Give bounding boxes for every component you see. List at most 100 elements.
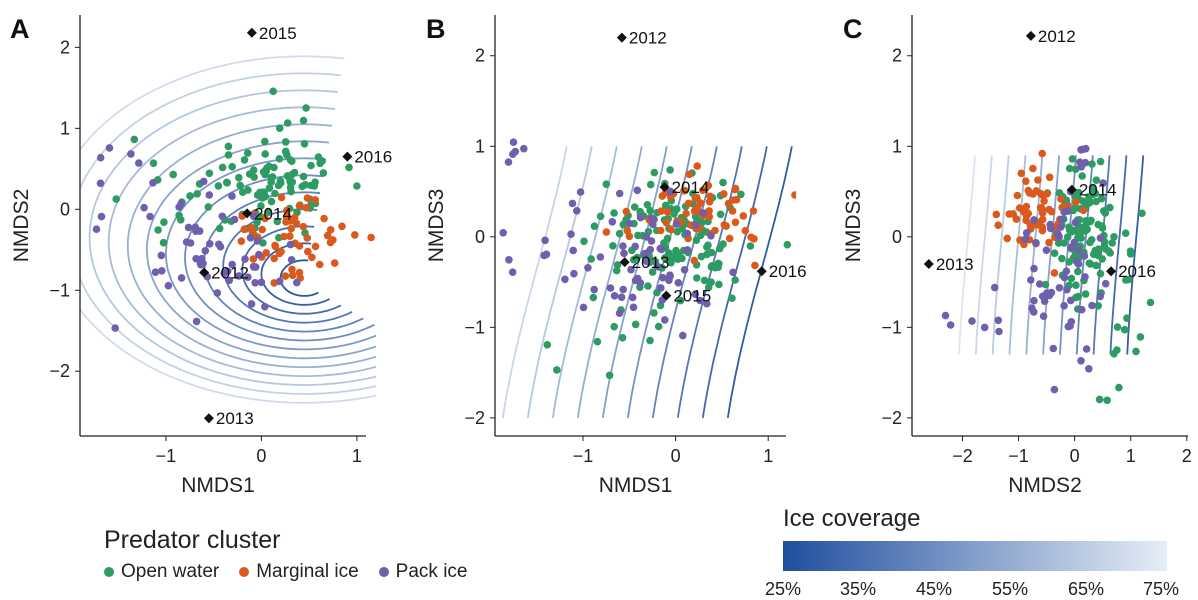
contour-line bbox=[975, 155, 993, 355]
predator-point bbox=[1055, 189, 1064, 197]
predator-point bbox=[111, 324, 119, 332]
predator-point bbox=[633, 253, 641, 262]
predator-point bbox=[149, 159, 158, 167]
predator-point bbox=[307, 161, 315, 170]
predator-point bbox=[1085, 365, 1093, 373]
predator-point bbox=[215, 224, 224, 233]
predator-point bbox=[667, 258, 675, 267]
predator-point bbox=[618, 334, 627, 342]
x-tick-label: −2 bbox=[952, 446, 973, 466]
y-axis-label: NMDS3 bbox=[425, 189, 448, 263]
predator-point bbox=[643, 201, 652, 209]
legend-item-pack-ice: Pack ice bbox=[378, 561, 467, 583]
predator-point bbox=[731, 276, 739, 284]
predator-point bbox=[1115, 383, 1123, 392]
predator-point bbox=[1067, 243, 1075, 252]
predator-point bbox=[1086, 260, 1095, 268]
predator-point bbox=[668, 252, 676, 261]
predator-point bbox=[1042, 246, 1051, 254]
predator-point bbox=[1138, 209, 1146, 218]
predator-point bbox=[705, 213, 714, 221]
predator-point bbox=[693, 193, 701, 202]
predator-point bbox=[330, 259, 339, 267]
predator-point bbox=[1030, 296, 1038, 305]
predator-point bbox=[271, 189, 279, 198]
predator-point bbox=[1078, 172, 1086, 180]
year-label: 2015 bbox=[673, 287, 711, 306]
y-tick-label: −2 bbox=[881, 408, 902, 428]
predator-point bbox=[1039, 312, 1048, 321]
predator-point bbox=[290, 213, 299, 222]
predator-point bbox=[750, 235, 758, 243]
predator-point bbox=[265, 184, 274, 192]
predator-point bbox=[647, 237, 656, 245]
predator-point bbox=[1038, 215, 1047, 224]
predator-point bbox=[193, 190, 201, 198]
year-marker bbox=[923, 258, 934, 269]
year-marker bbox=[246, 27, 257, 38]
x-axis-label: NMDS2 bbox=[1008, 474, 1082, 497]
predator-point bbox=[1103, 396, 1111, 405]
predator-point bbox=[657, 207, 665, 215]
predator-point bbox=[731, 184, 740, 193]
predator-point bbox=[1064, 207, 1072, 215]
predator-point bbox=[236, 181, 244, 190]
ice-coverage-colorbar: Ice coverage 25% 35% 45% 55% 65% 75% bbox=[765, 505, 1198, 599]
predator-point bbox=[633, 186, 642, 195]
predator-point bbox=[1032, 187, 1041, 195]
predator-point bbox=[691, 221, 700, 229]
predator-point bbox=[319, 169, 328, 177]
predator-point bbox=[1066, 296, 1075, 305]
predator-point bbox=[643, 257, 651, 266]
predator-point bbox=[662, 218, 671, 227]
predator-point bbox=[1108, 239, 1116, 247]
contour-line bbox=[80, 72, 376, 395]
predator-point bbox=[1019, 207, 1028, 216]
predator-point bbox=[663, 208, 672, 216]
predator-point bbox=[1087, 236, 1096, 244]
predator-point bbox=[295, 202, 304, 210]
year-label: 2016 bbox=[769, 262, 807, 281]
predator-point bbox=[1017, 169, 1026, 178]
predator-point bbox=[691, 290, 700, 299]
predator-point bbox=[261, 302, 269, 311]
predator-point bbox=[222, 178, 231, 187]
predator-point bbox=[1092, 197, 1100, 206]
predator-point bbox=[1060, 273, 1069, 282]
predator-point bbox=[700, 276, 709, 285]
y-tick-label: 2 bbox=[475, 46, 485, 66]
predator-point bbox=[159, 238, 168, 247]
contour-line bbox=[1008, 155, 1027, 355]
year-marker bbox=[203, 413, 214, 424]
year-label: 2013 bbox=[936, 255, 974, 274]
predator-point bbox=[1067, 274, 1076, 283]
predator-point bbox=[253, 237, 262, 245]
predator-point bbox=[679, 331, 687, 340]
predator-point bbox=[286, 240, 295, 249]
predator-point bbox=[1095, 395, 1104, 404]
predator-point bbox=[596, 212, 605, 221]
predator-point bbox=[1132, 347, 1140, 356]
predator-point bbox=[629, 303, 638, 312]
predator-point bbox=[304, 247, 312, 256]
predator-point bbox=[320, 214, 328, 223]
predator-point bbox=[1099, 207, 1108, 215]
predator-point bbox=[1081, 158, 1090, 167]
predator-point bbox=[1072, 281, 1080, 290]
predator-point bbox=[264, 207, 273, 216]
predator-point bbox=[1060, 302, 1068, 310]
predator-point bbox=[269, 87, 278, 96]
y-axis-label: NMDS3 bbox=[842, 189, 865, 263]
predator-point bbox=[303, 234, 312, 242]
predator-point bbox=[680, 266, 689, 274]
predator-point bbox=[625, 219, 634, 228]
predator-point bbox=[678, 224, 687, 233]
predator-point bbox=[275, 277, 284, 286]
x-tick-label: −1 bbox=[1008, 446, 1029, 466]
predator-point bbox=[1077, 357, 1085, 365]
predator-point bbox=[1055, 232, 1063, 241]
predator-point bbox=[682, 209, 690, 218]
predator-point bbox=[1081, 290, 1090, 298]
predator-point bbox=[243, 149, 252, 157]
